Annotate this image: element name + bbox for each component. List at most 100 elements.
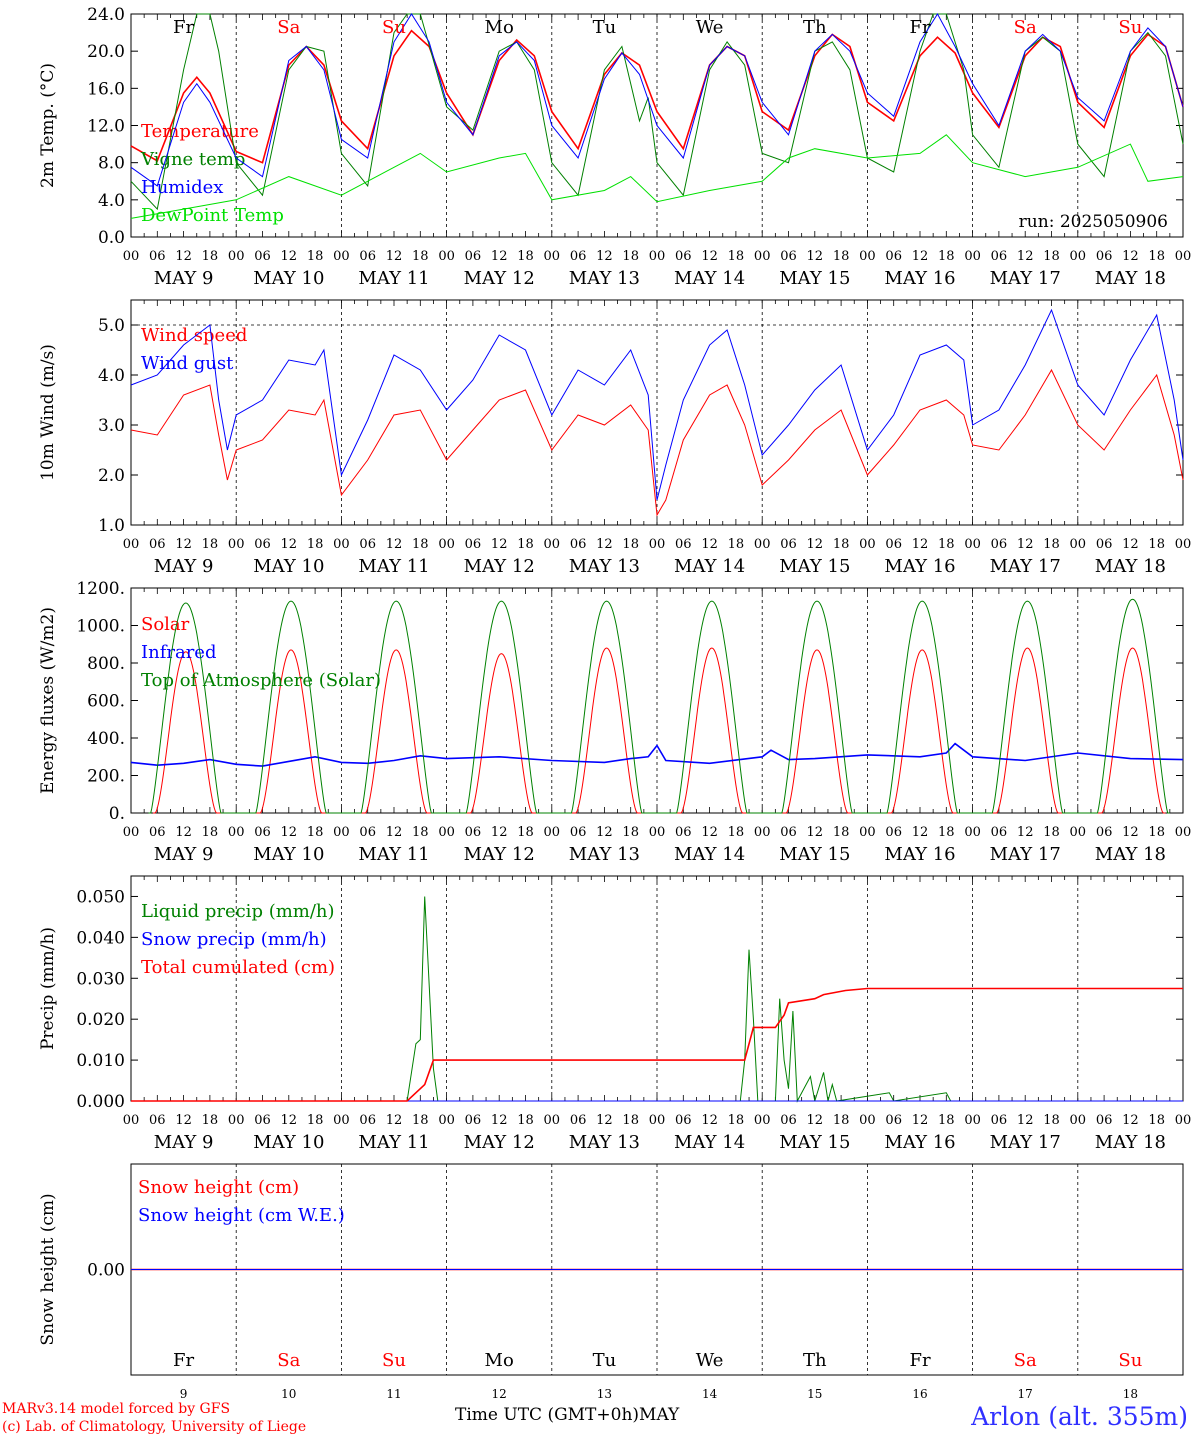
x-axis-title: Time UTC (GMT+0h)MAY: [455, 1405, 679, 1425]
day-number-label: 9: [180, 1387, 188, 1401]
plot-frame: [130, 299, 1184, 526]
panel-5: 0.00 Snow height (cm) Snow height (cm) Snow…: [38, 1163, 1184, 1401]
weekday-label: Su: [382, 1350, 406, 1371]
x-hour-label: 06: [991, 1113, 1008, 1128]
day-number-label: 15: [807, 1387, 822, 1401]
panel-3: 0. 200. 400. 600. 800. 1000. 1200. Energy fluxe…: [38, 579, 1191, 865]
x-hour-label: 12: [491, 1113, 508, 1128]
x-date-label: MAY 14: [674, 1132, 745, 1153]
x-date-label: MAY 16: [884, 556, 955, 577]
x-hour-label: 00: [964, 1113, 981, 1128]
weekday-label: Mo: [485, 1350, 514, 1371]
x-hour-label: 06: [254, 537, 271, 552]
day-number-label: 13: [597, 1387, 612, 1401]
x-hour-label: 00: [544, 249, 561, 264]
y-tick-label: 0.: [109, 804, 125, 824]
day-number-label: 12: [492, 1387, 507, 1401]
x-hour-label: 12: [491, 825, 508, 840]
x-hour-label: 00: [333, 825, 350, 840]
x-hour-label: 18: [202, 825, 219, 840]
y-tick-label: 4.0: [98, 191, 125, 211]
x-hour-label: 18: [307, 825, 324, 840]
x-date-label: MAY 16: [884, 1132, 955, 1153]
x-hour-label: 12: [596, 249, 613, 264]
x-hour-label: 12: [701, 249, 718, 264]
x-hour-label: 00: [228, 1113, 245, 1128]
x-hour-label: 12: [596, 537, 613, 552]
x-hour-label: 00: [1070, 825, 1087, 840]
x-date-label: MAY 10: [253, 268, 324, 289]
x-hour-label: 06: [149, 1113, 166, 1128]
x-hour-label: 00: [544, 537, 561, 552]
x-hour-label: 18: [728, 825, 745, 840]
weekday-label: Sa: [277, 17, 300, 38]
run-label: run: 2025050906: [1019, 212, 1168, 232]
x-hour-label: 18: [938, 537, 955, 552]
x-hour-label: 12: [912, 537, 929, 552]
x-hour-label: 06: [885, 249, 902, 264]
x-date-label: MAY 17: [990, 844, 1061, 865]
y-tick-label: 400.: [87, 729, 125, 749]
x-date-label: MAY 10: [253, 1132, 324, 1153]
x-hour-label: 18: [412, 1113, 429, 1128]
series-line-liquid-precip-mm-h-: [131, 896, 1183, 1103]
weekday-label: Sa: [1014, 17, 1037, 38]
x-date-label: MAY 18: [1095, 1132, 1166, 1153]
x-hour-label: 06: [359, 1113, 376, 1128]
legend-entry: Top of Atmosphere (Solar): [141, 670, 381, 691]
x-hour-label: 06: [675, 249, 692, 264]
x-hour-label: 06: [780, 1113, 797, 1128]
weekday-label: Tu: [593, 1350, 617, 1371]
x-hour-label: 00: [228, 537, 245, 552]
y-tick-label: 0.00: [87, 1261, 125, 1281]
x-date-label: MAY 14: [674, 268, 745, 289]
weekday-label: Fr: [909, 1350, 930, 1371]
x-date-label: MAY 17: [990, 1132, 1061, 1153]
x-hour-label: 18: [1043, 249, 1060, 264]
x-date-label: MAY 15: [779, 556, 850, 577]
x-hour-label: 06: [570, 537, 587, 552]
x-hour-label: 00: [228, 825, 245, 840]
x-hour-label: 18: [517, 537, 534, 552]
y-tick-label: 4.0: [98, 366, 125, 386]
weekday-label: Th: [803, 17, 827, 38]
footer-model-line: MARv3.14 model forced by GFS: [2, 1401, 231, 1417]
x-hour-label: 18: [622, 1113, 639, 1128]
x-hour-label: 12: [701, 1113, 718, 1128]
x-hour-label: 18: [1043, 1113, 1060, 1128]
x-hour-label: 12: [1017, 1113, 1034, 1128]
x-hour-label: 18: [412, 825, 429, 840]
x-hour-label: 06: [991, 537, 1008, 552]
x-hour-label: 06: [254, 249, 271, 264]
y-tick-label: 0.030: [76, 969, 125, 989]
x-hour-label: 12: [175, 1113, 192, 1128]
x-hour-label: 06: [149, 249, 166, 264]
station-name: Arlon (alt. 355m): [971, 1402, 1188, 1431]
x-hour-label: 12: [596, 825, 613, 840]
x-hour-label: 12: [807, 1113, 824, 1128]
x-hour-label: 06: [991, 825, 1008, 840]
x-hour-label: 12: [807, 537, 824, 552]
x-hour-label: 00: [544, 825, 561, 840]
x-hour-label: 00: [228, 249, 245, 264]
x-hour-label: 00: [123, 249, 140, 264]
x-hour-label: 12: [912, 825, 929, 840]
y-axis-label: 10m Wind (m/s): [38, 344, 58, 481]
weekday-label: Fr: [909, 17, 930, 38]
x-date-label: MAY 9: [154, 844, 214, 865]
x-hour-label: 00: [859, 537, 876, 552]
legend-entry: Snow precip (mm/h): [141, 929, 327, 950]
weekday-label: Fr: [173, 17, 194, 38]
y-tick-label: 16.0: [87, 79, 125, 99]
x-date-label: MAY 14: [674, 844, 745, 865]
x-hour-label: 18: [1148, 1113, 1165, 1128]
y-tick-label: 800.: [87, 654, 125, 674]
x-hour-label: 12: [386, 825, 403, 840]
x-axis-label: Time UTC (GMT+0h): [455, 1405, 640, 1425]
x-date-label: MAY 12: [464, 556, 535, 577]
x-hour-label: 00: [1070, 1113, 1087, 1128]
y-tick-label: 0.040: [76, 928, 125, 948]
x-hour-label: 18: [1148, 537, 1165, 552]
weekday-label: Tu: [593, 17, 617, 38]
x-hour-label: 18: [938, 1113, 955, 1128]
